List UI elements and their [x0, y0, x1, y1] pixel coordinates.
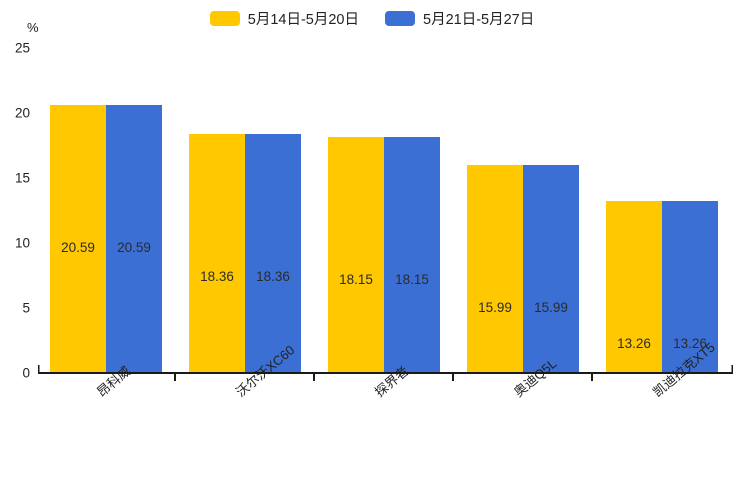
legend-item-series-1[interactable]: 5月14日-5月20日 — [209, 8, 359, 29]
bar[interactable] — [662, 200, 718, 373]
y-axis-tick-label: 20 — [14, 105, 30, 121]
y-axis-unit-label: % — [27, 20, 39, 35]
bar-value-label: 20.59 — [61, 240, 95, 256]
bar[interactable] — [245, 134, 301, 373]
legend-label-series-2: 5月21日-5月27日 — [423, 12, 535, 28]
bar[interactable] — [606, 200, 662, 373]
y-axis-tick-label: 10 — [14, 235, 30, 251]
bar[interactable] — [467, 165, 523, 373]
bar-value-label: 15.99 — [534, 300, 568, 316]
y-axis-tick-label: 25 — [14, 40, 30, 56]
bar-value-label: 18.36 — [256, 269, 290, 285]
chart-legend: 5月14日-5月20日 5月21日-5月27日 — [0, 8, 744, 29]
bar-value-label: 13.26 — [673, 335, 707, 351]
bar[interactable] — [50, 105, 106, 373]
bar-value-label: 20.59 — [117, 240, 151, 256]
y-axis-tick-label: 15 — [14, 170, 30, 186]
y-axis-tick-label: 5 — [22, 300, 30, 316]
bar-value-label: 18.15 — [339, 272, 373, 288]
bar[interactable] — [523, 165, 579, 373]
legend-item-series-2[interactable]: 5月21日-5月27日 — [385, 8, 534, 29]
legend-color-swatch-series-2 — [385, 11, 415, 26]
bar[interactable] — [384, 137, 440, 373]
bar-value-label: 18.15 — [395, 272, 429, 288]
y-axis-tick-label: 0 — [22, 365, 30, 381]
bar[interactable] — [328, 137, 384, 373]
bar-value-label: 18.36 — [200, 269, 234, 285]
legend-label-series-1: 5月14日-5月20日 — [247, 12, 359, 28]
bar[interactable] — [106, 105, 162, 373]
bar-value-label: 13.26 — [617, 335, 651, 351]
bar-value-label: 15.99 — [478, 300, 512, 316]
bar[interactable] — [189, 134, 245, 373]
legend-color-swatch-series-1 — [209, 11, 240, 26]
